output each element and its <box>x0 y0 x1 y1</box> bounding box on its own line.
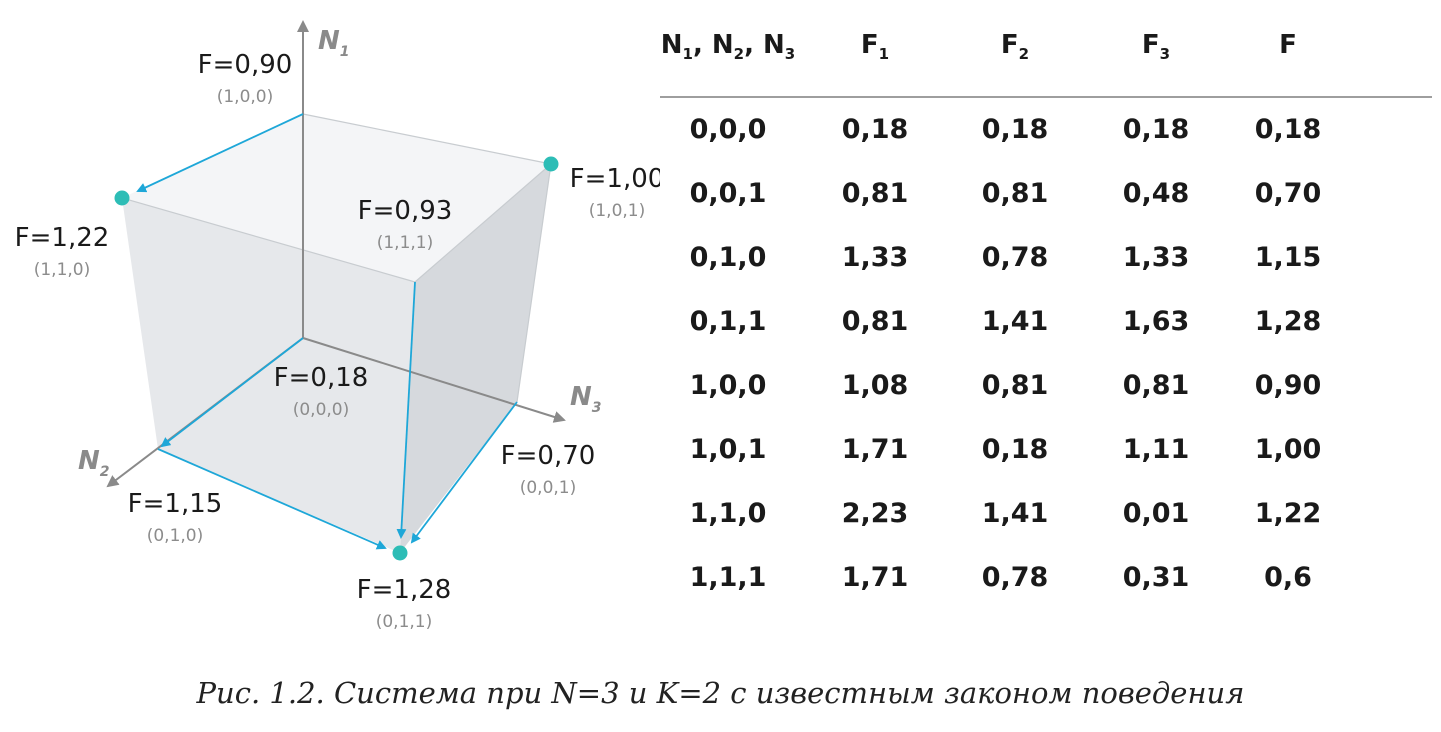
header-f: F <box>1279 30 1297 60</box>
stable-dot-110 <box>114 190 130 206</box>
table-row: 1,0,1 1,71 0,18 1,11 1,00 <box>660 418 1432 482</box>
table-cell: 0,90 <box>1254 370 1322 401</box>
values-table: N1, N2, N3 F1 F2 F3 F 0,0,0 0,18 0,18 0,18 0… <box>660 20 1432 610</box>
table-cell: 0,81 <box>981 178 1049 209</box>
table-row: 0,0,0 0,18 0,18 0,18 0,18 <box>660 98 1432 162</box>
vertex-f-110: F=1,22 <box>15 223 110 253</box>
table-cell: 2,23 <box>841 498 909 529</box>
table-cell: 0,78 <box>981 562 1049 593</box>
table-cell: 0,18 <box>841 114 909 145</box>
table-cell: 0,18 <box>981 114 1049 145</box>
vertex-f-111: F=0,93 <box>358 196 453 226</box>
stable-dot-011 <box>392 545 408 561</box>
vertex-code-111: (1,1,1) <box>377 233 434 253</box>
arrow-010-011 <box>157 448 387 550</box>
table-cell: 0,81 <box>841 178 909 209</box>
table-cell: 1,33 <box>841 242 909 273</box>
vertex-code-110: (1,1,0) <box>34 260 91 280</box>
figure-caption: Рис. 1.2. Система при N=3 и K=2 с извест… <box>196 676 1245 710</box>
header-f3: F3 <box>1141 30 1171 63</box>
table-cell: 1,33 <box>1122 242 1190 273</box>
vertex-code-001: (0,0,1) <box>520 478 577 498</box>
axis-n3 <box>302 337 566 423</box>
table-cell: 1,63 <box>1122 306 1190 337</box>
arrow-111-011 <box>396 281 416 539</box>
table-cell: 0,18 <box>1254 114 1322 145</box>
table-cell: 1,71 <box>841 434 909 465</box>
table-cell: 1,28 <box>1254 306 1322 337</box>
table-body: 0,0,0 0,18 0,18 0,18 0,18 0,0,1 0,81 0,81 0,48 0,… <box>660 98 1432 610</box>
vertex-f-000: F=0,18 <box>274 363 369 393</box>
table-cell: 1,0,0 <box>689 370 767 401</box>
vertex-code-010: (0,1,0) <box>147 526 204 546</box>
table-cell: 1,41 <box>981 306 1049 337</box>
vertex-f-001: F=0,70 <box>501 441 596 471</box>
header-n-vector: N1, N2, N3 <box>660 30 796 63</box>
header-f1: F1 <box>860 30 890 63</box>
table-cell: 0,6 <box>1264 562 1312 593</box>
vertex-f-011: F=1,28 <box>357 575 452 605</box>
cube-left-face <box>122 198 415 553</box>
table-cell: 1,11 <box>1122 434 1190 465</box>
table-cell: 0,70 <box>1254 178 1322 209</box>
table-row: 1,1,0 2,23 1,41 0,01 1,22 <box>660 482 1432 546</box>
vertex-code-101: (1,0,1) <box>589 201 646 221</box>
table-cell: 0,81 <box>1122 370 1190 401</box>
table-cell: 0,81 <box>981 370 1049 401</box>
table-cell: 1,22 <box>1254 498 1322 529</box>
vertex-f-101: F=1,00 <box>570 164 660 194</box>
axis-label-n2: N2 <box>78 446 110 480</box>
vertex-code-100: (1,0,0) <box>217 87 274 107</box>
vertex-f-100: F=0,90 <box>198 50 293 80</box>
table-cell: 1,08 <box>841 370 909 401</box>
table-cell: 0,81 <box>841 306 909 337</box>
table-cell: 0,1,1 <box>689 306 767 337</box>
arrow-100-110 <box>136 113 304 193</box>
table-cell: 0,78 <box>981 242 1049 273</box>
table-cell: 1,41 <box>981 498 1049 529</box>
table-cell: 0,18 <box>1122 114 1190 145</box>
table-cell: 0,31 <box>1122 562 1190 593</box>
table-cell: 0,0,0 <box>689 114 767 145</box>
axis-label-n1: N1 <box>318 26 350 60</box>
table-cell: 1,0,1 <box>689 434 767 465</box>
table-row: 1,0,0 1,08 0,81 0,81 0,90 <box>660 354 1432 418</box>
table-cell: 0,0,1 <box>689 178 767 209</box>
table-cell: 0,18 <box>981 434 1049 465</box>
table-cell: 1,1,0 <box>689 498 767 529</box>
cube-right-face <box>400 164 551 553</box>
table-row: 0,1,0 1,33 0,78 1,33 1,15 <box>660 226 1432 290</box>
table-row: 1,1,1 1,71 0,78 0,31 0,6 <box>660 546 1432 610</box>
vertex-code-011: (0,1,1) <box>376 612 433 632</box>
table-cell: 0,01 <box>1122 498 1190 529</box>
vertex-f-010: F=1,15 <box>128 489 223 519</box>
arrow-000-010 <box>160 337 304 448</box>
table-header: N1, N2, N3 F1 F2 F3 F <box>660 20 1432 98</box>
cube-diagram: N1 N2 N3 F=0,90 (1,0,0) F=1,00 (1,0,1) F… <box>15 20 660 632</box>
table-cell: 1,71 <box>841 562 909 593</box>
cube-top-face <box>122 114 551 282</box>
header-f2: F2 <box>1000 30 1030 63</box>
table-row: 0,1,1 0,81 1,41 1,63 1,28 <box>660 290 1432 354</box>
axis-label-n3: N3 <box>570 382 602 416</box>
stable-dot-101 <box>543 156 559 172</box>
table-cell: 1,00 <box>1254 434 1322 465</box>
table-cell: 1,1,1 <box>689 562 767 593</box>
table-cell: 0,1,0 <box>689 242 767 273</box>
vertex-code-000: (0,0,0) <box>293 400 350 420</box>
table-row: 0,0,1 0,81 0,81 0,48 0,70 <box>660 162 1432 226</box>
table-cell: 1,15 <box>1254 242 1322 273</box>
table-cell: 0,48 <box>1122 178 1190 209</box>
arrow-001-011 <box>410 401 518 544</box>
